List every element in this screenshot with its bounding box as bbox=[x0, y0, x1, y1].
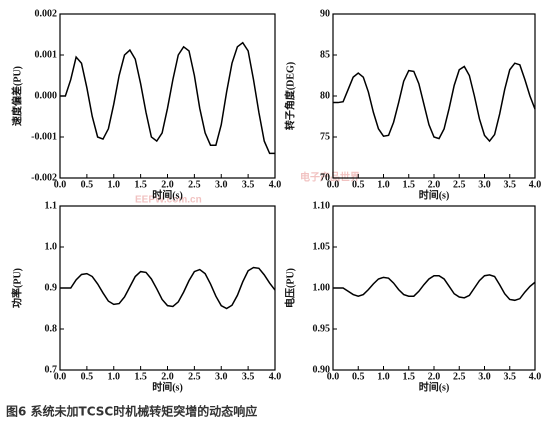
y-tick-label: 0.001 bbox=[35, 49, 58, 60]
x-tick-label: 4.0 bbox=[269, 179, 282, 190]
x-tick-label: 0.5 bbox=[352, 371, 365, 382]
plot-frame bbox=[332, 13, 536, 179]
x-tick-label: 0.5 bbox=[81, 179, 94, 190]
x-axis-label: 时间(s) bbox=[152, 380, 183, 393]
x-tick-label: 2.0 bbox=[428, 371, 441, 382]
y-tick-label: -0.001 bbox=[31, 131, 57, 142]
y-tick-label: 0.9 bbox=[45, 282, 58, 293]
x-tick-label: 0.5 bbox=[352, 179, 365, 190]
y-tick-label: 70 bbox=[320, 172, 330, 183]
x-tick-label: 1.5 bbox=[134, 371, 147, 382]
watermark: EEPW.com.cn bbox=[135, 195, 202, 206]
x-tick-label: 2.5 bbox=[188, 179, 201, 190]
y-tick-label: 0.90 bbox=[313, 364, 331, 375]
x-tick-label: 3.0 bbox=[215, 179, 228, 190]
x-tick-label: 2.5 bbox=[453, 179, 466, 190]
data-line bbox=[60, 266, 276, 310]
x-tick-label: 1.0 bbox=[377, 179, 390, 190]
x-tick-label: 4.0 bbox=[529, 371, 542, 382]
x-tick-label: 2.0 bbox=[428, 179, 441, 190]
x-axis-label: 时间(s) bbox=[419, 188, 450, 201]
x-tick-label: 1.0 bbox=[108, 179, 121, 190]
x-tick-label: 1.0 bbox=[108, 371, 121, 382]
x-tick-label: 0.0 bbox=[54, 179, 67, 190]
plot-frame bbox=[59, 13, 276, 179]
x-tick-label: 3.0 bbox=[478, 371, 491, 382]
x-tick-label: 3.5 bbox=[504, 371, 517, 382]
x-tick-label: 4.0 bbox=[269, 371, 282, 382]
x-tick-label: 2.0 bbox=[161, 371, 174, 382]
x-tick-label: 1.5 bbox=[403, 179, 416, 190]
plot-frame bbox=[332, 205, 536, 371]
x-tick-label: 2.0 bbox=[161, 179, 174, 190]
x-tick-label: 2.5 bbox=[453, 371, 466, 382]
y-tick-label: 0.002 bbox=[35, 8, 58, 19]
x-tick-label: 3.5 bbox=[242, 179, 255, 190]
data-line bbox=[333, 274, 536, 302]
y-tick-label: 90 bbox=[320, 8, 330, 19]
y-tick-label: -0.002 bbox=[31, 172, 57, 183]
y-tick-label: 1.05 bbox=[313, 241, 331, 252]
y-tick-label: 1.00 bbox=[313, 282, 331, 293]
x-tick-label: 0.0 bbox=[327, 179, 340, 190]
x-tick-label: 2.5 bbox=[188, 371, 201, 382]
y-tick-label: 75 bbox=[320, 131, 330, 142]
x-tick-label: 4.0 bbox=[529, 179, 542, 190]
x-axis-label: 时间(s) bbox=[152, 188, 183, 201]
y-tick-label: 1.1 bbox=[45, 200, 58, 211]
x-tick-label: 0.5 bbox=[81, 371, 94, 382]
x-tick-label: 0.0 bbox=[327, 371, 340, 382]
y-axis-label: 速度偏差(PU) bbox=[10, 66, 23, 126]
data-line bbox=[333, 62, 536, 143]
y-tick-label: 0.000 bbox=[35, 90, 58, 101]
x-tick-label: 3.0 bbox=[215, 371, 228, 382]
y-axis-label: 功率(PU) bbox=[10, 268, 23, 308]
x-axis-label: 时间(s) bbox=[419, 380, 450, 393]
x-tick-label: 0.0 bbox=[54, 371, 67, 382]
y-axis-label: 转子角度(DEG) bbox=[283, 62, 296, 130]
data-line bbox=[60, 41, 275, 155]
y-tick-label: 0.95 bbox=[313, 323, 331, 334]
y-axis-label: 电压(PU) bbox=[283, 268, 296, 308]
x-tick-label: 1.5 bbox=[403, 371, 416, 382]
x-tick-label: 3.5 bbox=[242, 371, 255, 382]
y-tick-label: 80 bbox=[320, 90, 330, 101]
y-tick-label: 1.10 bbox=[313, 200, 331, 211]
watermark: 电子产品世界 bbox=[300, 171, 360, 184]
x-tick-label: 3.0 bbox=[478, 179, 491, 190]
y-tick-label: 1.0 bbox=[45, 241, 58, 252]
y-tick-label: 0.7 bbox=[45, 364, 58, 375]
caption: 图6 系统未加TCSC时机械转矩突增的动态响应 bbox=[6, 404, 257, 419]
x-tick-label: 1.5 bbox=[134, 179, 147, 190]
y-tick-label: 85 bbox=[320, 49, 330, 60]
x-tick-label: 1.0 bbox=[377, 371, 390, 382]
plot-frame bbox=[59, 205, 276, 371]
x-tick-label: 3.5 bbox=[504, 179, 517, 190]
y-tick-label: 0.8 bbox=[45, 323, 58, 334]
